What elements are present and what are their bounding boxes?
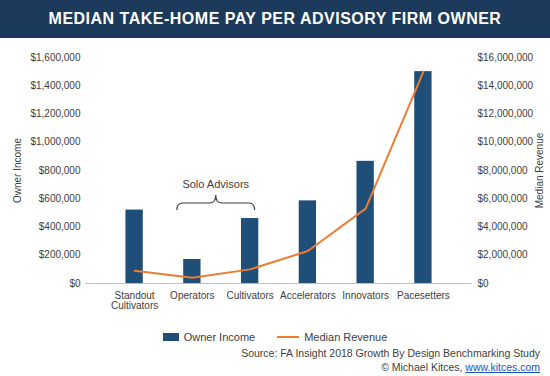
html-text:Median Revenue: Median Revenue xyxy=(304,330,388,343)
html-text:© Michael Kitces, www.kitces.c: © Michael Kitces, www.kitces.com xyxy=(381,361,540,373)
svg-text:$16,000,000: $16,000,000 xyxy=(478,52,534,63)
html-text:Owner Income: Owner Income xyxy=(183,330,256,343)
svg-text:Accelerators: Accelerators xyxy=(280,290,336,301)
svg-text:StandoutCultivators: StandoutCultivators xyxy=(111,290,158,311)
svg-text:$6,000,000: $6,000,000 xyxy=(478,193,528,204)
svg-text:Pacesetters: Pacesetters xyxy=(397,290,450,301)
html-text:MEDIAN TAKE-HOME PAY PER ADVIS: MEDIAN TAKE-HOME PAY PER ADVISORY FIRM O… xyxy=(48,10,502,27)
svg-text:Innovators: Innovators xyxy=(342,290,389,301)
svg-text:$1,000,000: $1,000,000 xyxy=(30,136,80,147)
svg-text:$0: $0 xyxy=(478,278,490,289)
svg-text:Median Revenue: Median Revenue xyxy=(534,132,545,208)
svg-text:$800,000: $800,000 xyxy=(39,165,81,176)
svg-text:$400,000: $400,000 xyxy=(39,221,81,232)
svg-text:$8,000,000: $8,000,000 xyxy=(478,165,528,176)
svg-text:$1,200,000: $1,200,000 xyxy=(30,108,80,119)
svg-text:Operators: Operators xyxy=(170,290,214,301)
svg-text:$2,000,000: $2,000,000 xyxy=(478,249,528,260)
svg-text:Solo Advisors: Solo Advisors xyxy=(182,178,249,190)
svg-text:$600,000: $600,000 xyxy=(39,193,81,204)
svg-text:Owner Income: Owner Income xyxy=(12,138,23,203)
svg-text:Cultivators: Cultivators xyxy=(226,290,273,301)
svg-text:$1,600,000: $1,600,000 xyxy=(30,52,80,63)
svg-text:$14,000,000: $14,000,000 xyxy=(478,80,534,91)
html-text:Source: FA Insight 2018 Growth: Source: FA Insight 2018 Growth By Design… xyxy=(241,347,540,359)
svg-text:$4,000,000: $4,000,000 xyxy=(478,221,528,232)
svg-text:$200,000: $200,000 xyxy=(39,249,81,260)
svg-text:$12,000,000: $12,000,000 xyxy=(478,108,534,119)
svg-text:$1,400,000: $1,400,000 xyxy=(30,80,80,91)
svg-text:$10,000,000: $10,000,000 xyxy=(478,136,534,147)
svg-text:$0: $0 xyxy=(69,278,81,289)
